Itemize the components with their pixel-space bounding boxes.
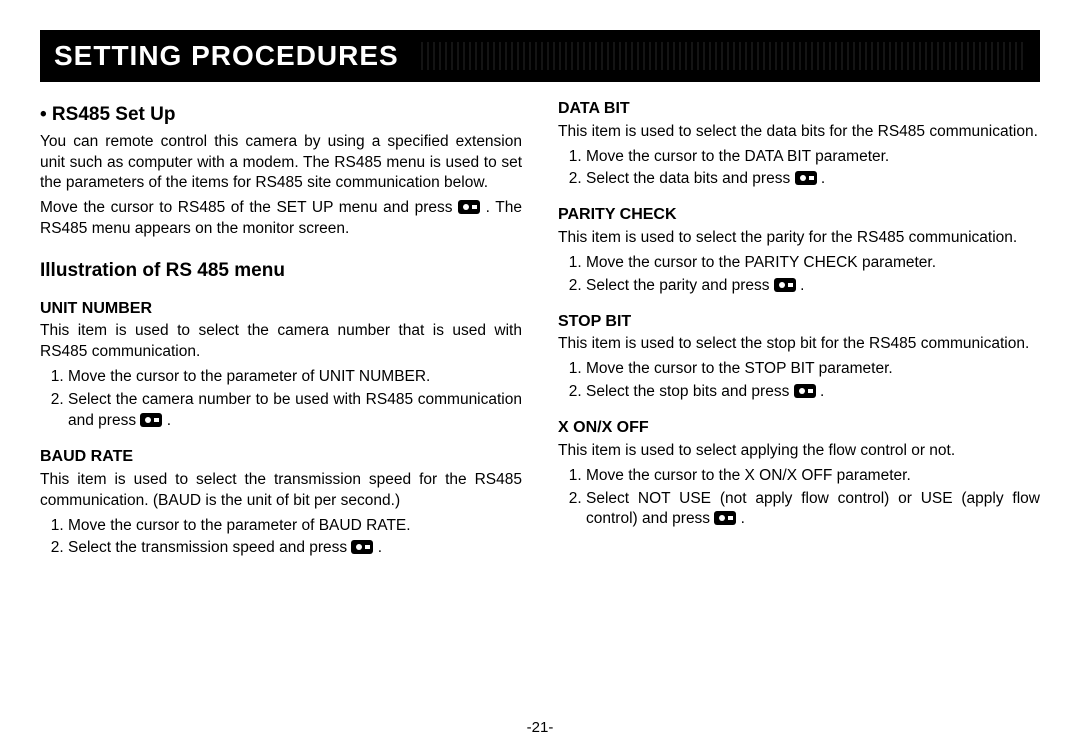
banner-title: SETTING PROCEDURES	[54, 40, 399, 72]
xonxoff-heading: X ON/X OFF	[558, 417, 1040, 439]
baud-rate-desc: This item is used to select the transmis…	[40, 470, 522, 512]
setup-p2-a: Move the cursor to RS485 of the SET UP m…	[40, 199, 458, 216]
parity-step-2a: Select the parity and press	[586, 277, 774, 294]
xonxoff-desc: This item is used to select applying the…	[558, 441, 1040, 462]
rs485-setup-heading: • RS485 Set Up	[40, 102, 522, 128]
unit-number-heading: UNIT NUMBER	[40, 298, 522, 320]
unit-number-steps: Move the cursor to the parameter of UNIT…	[40, 367, 522, 432]
two-column-layout: • RS485 Set Up You can remote control th…	[40, 96, 1040, 565]
xonoff-step-2: Select NOT USE (not apply flow control) …	[586, 489, 1040, 531]
setup-paragraph-2: Move the cursor to RS485 of the SET UP m…	[40, 198, 522, 240]
xonoff-step-2b: .	[736, 510, 745, 527]
stopbit-step-1: Move the cursor to the STOP BIT paramete…	[586, 359, 1040, 380]
baud-step-2b: .	[373, 539, 382, 556]
right-column: DATA BIT This item is used to select the…	[558, 96, 1040, 565]
unit-step-1: Move the cursor to the parameter of UNIT…	[68, 367, 522, 388]
xonoff-step-2a: Select NOT USE (not apply flow control) …	[586, 490, 1040, 528]
data-bit-desc: This item is used to select the data bit…	[558, 122, 1040, 143]
section-banner: SETTING PROCEDURES	[40, 30, 1040, 82]
banner-texture	[419, 42, 1026, 70]
baud-step-2a: Select the transmission speed and press	[68, 539, 351, 556]
parity-check-desc: This item is used to select the parity f…	[558, 228, 1040, 249]
camera-button-icon	[774, 278, 796, 292]
unit-step-2: Select the camera number to be used with…	[68, 390, 522, 432]
unit-number-desc: This item is used to select the camera n…	[40, 321, 522, 363]
stopbit-step-2a: Select the stop bits and press	[586, 383, 794, 400]
parity-step-1: Move the cursor to the PARITY CHECK para…	[586, 253, 1040, 274]
data-bit-heading: DATA BIT	[558, 98, 1040, 120]
manual-page: SETTING PROCEDURES • RS485 Set Up You ca…	[0, 0, 1080, 756]
stopbit-step-2b: .	[816, 383, 825, 400]
stop-bit-heading: STOP BIT	[558, 311, 1040, 333]
stopbit-step-2: Select the stop bits and press .	[586, 382, 1040, 403]
databit-step-2a: Select the data bits and press	[586, 170, 795, 187]
left-column: • RS485 Set Up You can remote control th…	[40, 96, 522, 565]
parity-step-2b: .	[796, 277, 805, 294]
camera-button-icon	[794, 384, 816, 398]
databit-step-1: Move the cursor to the DATA BIT paramete…	[586, 147, 1040, 168]
unit-step-2a: Select the camera number to be used with…	[68, 391, 522, 429]
setup-paragraph-1: You can remote control this camera by us…	[40, 132, 522, 195]
camera-button-icon	[351, 540, 373, 554]
stop-bit-desc: This item is used to select the stop bit…	[558, 334, 1040, 355]
databit-step-2: Select the data bits and press .	[586, 169, 1040, 190]
camera-button-icon	[458, 200, 480, 214]
baud-rate-heading: BAUD RATE	[40, 446, 522, 468]
parity-step-2: Select the parity and press .	[586, 276, 1040, 297]
baud-rate-steps: Move the cursor to the parameter of BAUD…	[40, 516, 522, 560]
illustration-heading: Illustration of RS 485 menu	[40, 258, 522, 284]
unit-step-2b: .	[162, 412, 171, 429]
data-bit-steps: Move the cursor to the DATA BIT paramete…	[558, 147, 1040, 191]
baud-step-1: Move the cursor to the parameter of BAUD…	[68, 516, 522, 537]
xonxoff-steps: Move the cursor to the X ON/X OFF parame…	[558, 466, 1040, 531]
parity-check-steps: Move the cursor to the PARITY CHECK para…	[558, 253, 1040, 297]
camera-button-icon	[795, 171, 817, 185]
parity-check-heading: PARITY CHECK	[558, 204, 1040, 226]
baud-step-2: Select the transmission speed and press …	[68, 538, 522, 559]
page-number: -21-	[40, 719, 1040, 736]
camera-button-icon	[714, 511, 736, 525]
databit-step-2b: .	[817, 170, 826, 187]
stop-bit-steps: Move the cursor to the STOP BIT paramete…	[558, 359, 1040, 403]
camera-button-icon	[140, 413, 162, 427]
xonoff-step-1: Move the cursor to the X ON/X OFF parame…	[586, 466, 1040, 487]
